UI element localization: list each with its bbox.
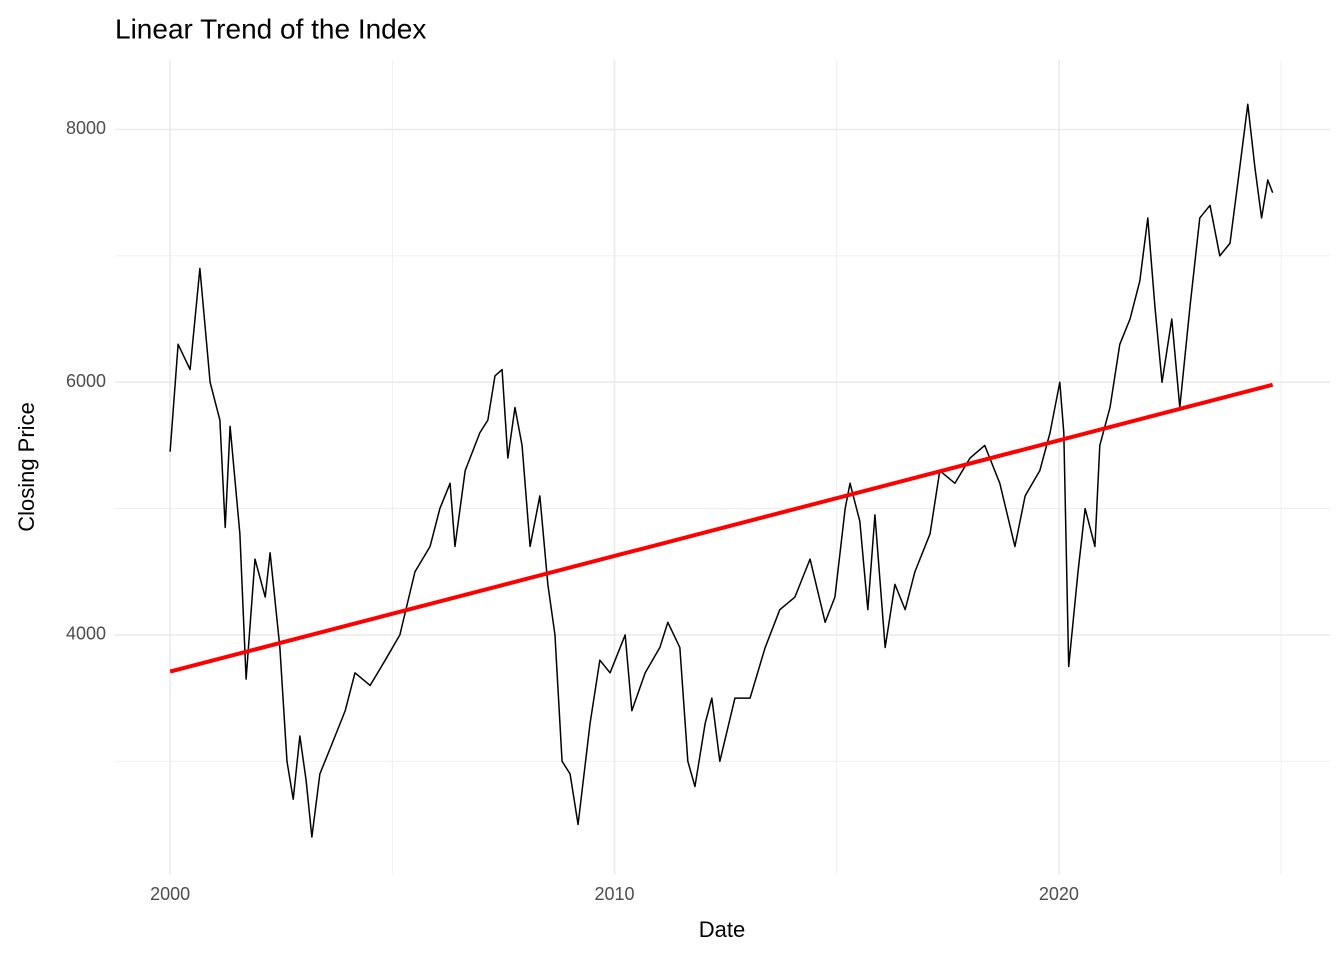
x-tick-label: 2020 (1039, 884, 1079, 904)
chart-title: Linear Trend of the Index (115, 13, 426, 44)
y-tick-label: 8000 (66, 118, 106, 138)
y-axis-title: Closing Price (14, 402, 39, 532)
series-line (169, 103, 1274, 838)
series-line (169, 382, 1274, 674)
y-tick-label: 4000 (66, 624, 106, 644)
plot-area (169, 103, 1274, 838)
x-tick-label: 2010 (594, 884, 634, 904)
grid (115, 60, 1330, 875)
x-tick-label: 2000 (150, 884, 190, 904)
x-axis-title: Date (699, 917, 745, 942)
y-tick-label: 6000 (66, 371, 106, 391)
